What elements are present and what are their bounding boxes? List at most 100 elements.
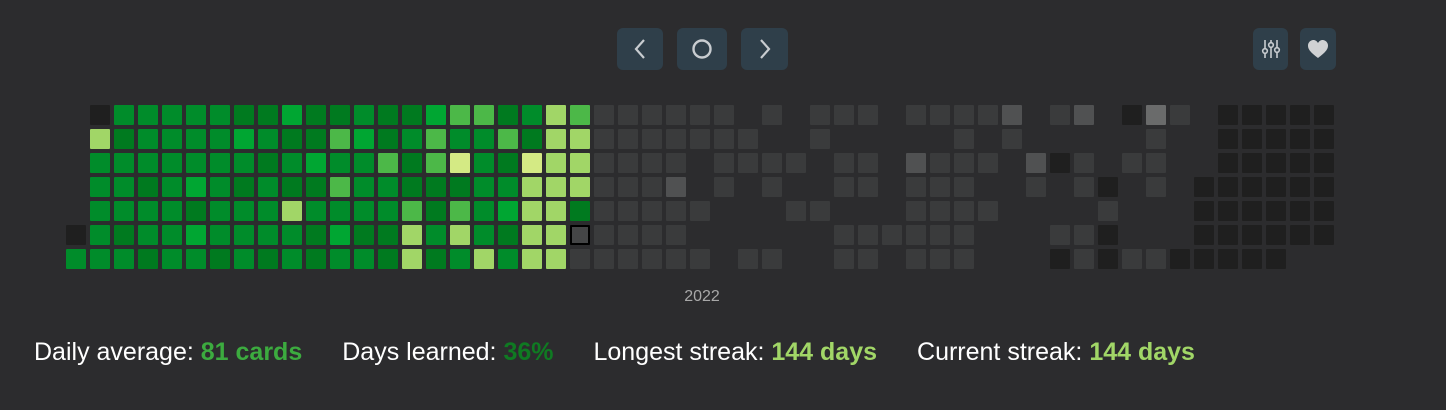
heatmap-cell[interactable] [1050,153,1070,173]
heatmap-cell[interactable] [642,225,662,245]
heatmap-cell[interactable] [210,201,230,221]
heatmap-cell[interactable] [594,249,614,269]
heatmap-cell[interactable] [426,129,446,149]
heatmap-cell[interactable] [474,249,494,269]
heatmap-cell[interactable] [570,177,590,197]
heatmap-cell[interactable] [258,153,278,173]
heatmap-cell[interactable] [1242,105,1262,125]
heatmap-cell[interactable] [618,153,638,173]
heatmap-cell[interactable] [66,249,86,269]
heatmap-cell[interactable] [282,201,302,221]
heatmap-cell[interactable] [1242,225,1262,245]
heatmap-cell[interactable] [1146,129,1166,149]
heatmap-cell[interactable] [906,177,926,197]
heatmap-cell[interactable] [1050,249,1070,269]
heatmap-cell[interactable] [354,105,374,125]
heatmap-cell[interactable] [1098,249,1118,269]
heatmap-cell[interactable] [474,105,494,125]
heatmap-cell[interactable] [138,105,158,125]
heatmap-cell[interactable] [834,225,854,245]
heatmap-cell[interactable] [1266,129,1286,149]
heatmap-cell[interactable] [498,249,518,269]
heatmap-cell[interactable] [138,129,158,149]
heatmap-cell[interactable] [138,177,158,197]
heatmap-cell[interactable] [642,249,662,269]
heatmap-cell[interactable] [978,201,998,221]
heatmap-cell[interactable] [570,249,590,269]
heatmap-cell[interactable] [162,225,182,245]
heatmap-cell[interactable] [210,177,230,197]
heatmap-cell[interactable] [1266,249,1286,269]
heatmap-cell[interactable] [546,201,566,221]
heatmap-cell[interactable] [306,129,326,149]
heatmap-cell[interactable] [138,153,158,173]
heatmap-cell[interactable] [1314,105,1334,125]
heatmap-cell[interactable] [1290,129,1310,149]
heatmap-cell[interactable] [90,249,110,269]
heatmap-cell[interactable] [1266,105,1286,125]
heatmap-cell[interactable] [858,153,878,173]
heatmap-cell[interactable] [834,249,854,269]
heatmap-cell[interactable] [906,249,926,269]
heatmap-cell[interactable] [1242,129,1262,149]
heatmap-cell[interactable] [282,225,302,245]
favorite-button[interactable] [1300,28,1336,70]
heatmap-cell[interactable] [690,201,710,221]
heatmap-cell[interactable] [666,249,686,269]
heatmap-cell[interactable] [330,201,350,221]
heatmap-cell[interactable] [1290,225,1310,245]
heatmap-cell[interactable] [1170,249,1190,269]
heatmap-cell[interactable] [1218,105,1238,125]
heatmap-cell[interactable] [954,201,974,221]
heatmap-cell[interactable] [1146,153,1166,173]
heatmap-cell[interactable] [930,153,950,173]
heatmap-cell[interactable] [90,177,110,197]
heatmap-cell[interactable] [1290,105,1310,125]
current-year-button[interactable] [677,28,727,70]
heatmap-cell[interactable] [546,153,566,173]
heatmap-cell[interactable] [210,249,230,269]
next-year-button[interactable] [741,28,788,70]
heatmap-cell[interactable] [522,225,542,245]
heatmap-cell[interactable] [666,105,686,125]
heatmap-cell[interactable] [1194,249,1214,269]
heatmap-cell[interactable] [306,225,326,245]
heatmap-cell[interactable] [258,201,278,221]
heatmap-cell[interactable] [402,225,422,245]
heatmap-cell[interactable] [354,225,374,245]
heatmap-cell[interactable] [786,153,806,173]
heatmap-cell[interactable] [474,201,494,221]
heatmap-cell[interactable] [1170,105,1190,125]
heatmap-cell[interactable] [1074,153,1094,173]
heatmap-cell[interactable] [1290,177,1310,197]
heatmap-cell[interactable] [546,249,566,269]
heatmap-cell[interactable] [186,153,206,173]
heatmap-cell[interactable] [642,177,662,197]
heatmap-cell[interactable] [402,153,422,173]
heatmap-cell[interactable] [306,249,326,269]
heatmap-cell[interactable] [474,177,494,197]
heatmap-cell[interactable] [378,105,398,125]
heatmap-cell[interactable] [354,129,374,149]
heatmap-cell[interactable] [1290,201,1310,221]
heatmap-cell[interactable] [282,177,302,197]
heatmap-cell[interactable] [858,177,878,197]
heatmap-cell[interactable] [114,225,134,245]
heatmap-cell[interactable] [186,177,206,197]
heatmap-cell[interactable] [810,201,830,221]
heatmap-cell[interactable] [714,153,734,173]
heatmap-cell[interactable] [1218,153,1238,173]
heatmap-cell[interactable] [906,153,926,173]
heatmap-cell[interactable] [450,201,470,221]
heatmap-cell[interactable] [378,201,398,221]
heatmap-cell[interactable] [570,153,590,173]
heatmap-cell[interactable] [522,105,542,125]
heatmap-cell[interactable] [1290,153,1310,173]
heatmap-cell[interactable] [426,153,446,173]
heatmap-cell[interactable] [954,153,974,173]
heatmap-cell[interactable] [426,225,446,245]
heatmap-cell[interactable] [234,225,254,245]
heatmap-cell[interactable] [714,129,734,149]
heatmap-cell[interactable] [1218,249,1238,269]
heatmap-cell[interactable] [258,105,278,125]
